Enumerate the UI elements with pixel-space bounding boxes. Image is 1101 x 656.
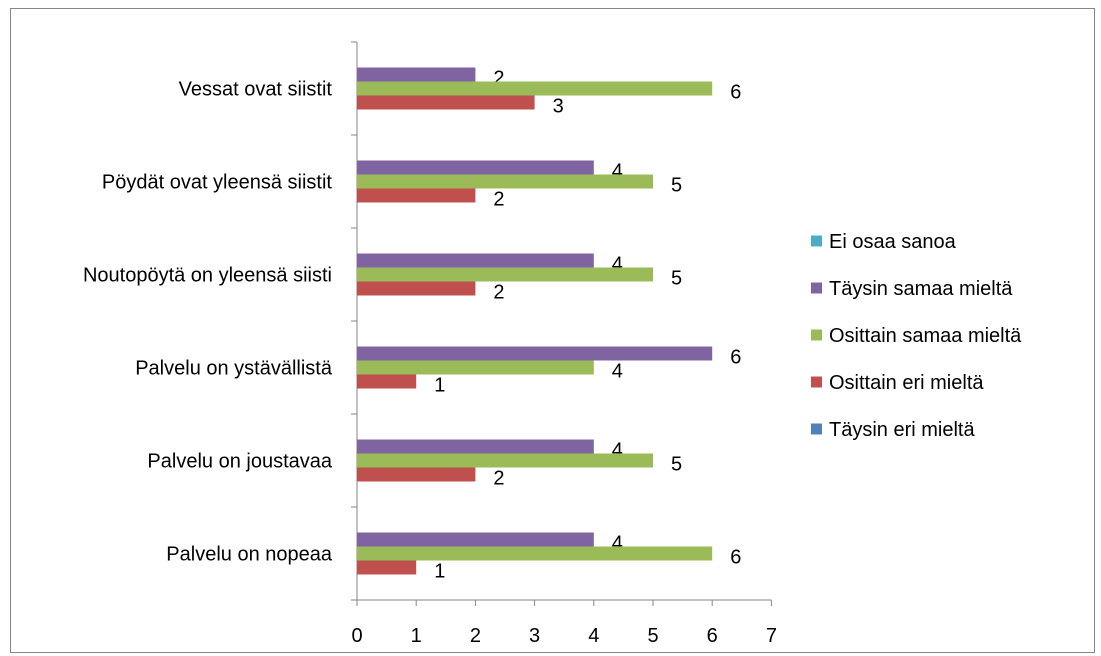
bar-osittain-samaa-mieltä [357,360,594,375]
bar-osittain-samaa-mieltä [357,81,713,96]
data-label: 5 [671,175,682,197]
legend-label: Täysin eri mieltä [829,419,975,441]
bar-täysin-samaa-mieltä [357,439,594,454]
data-label: 1 [434,561,445,583]
category-label: Palvelu on joustavaa [147,451,332,473]
data-label: 3 [553,96,564,118]
category-label: Noutopöytä on yleensä siisti [83,265,332,287]
x-tick-label: 7 [766,625,777,647]
legend-label: Täysin samaa mieltä [829,278,1013,300]
bar-osittain-eri-mieltä [357,374,417,389]
x-tick-label: 4 [588,625,599,647]
data-label: 2 [493,282,504,304]
bar-osittain-eri-mieltä [357,188,476,203]
bar-täysin-samaa-mieltä [357,67,476,82]
bar-osittain-samaa-mieltä [357,174,653,189]
category-label: Vessat ovat siistit [179,79,333,101]
x-tick-label: 5 [647,625,658,647]
legend-swatch [811,282,822,294]
data-label: 4 [612,361,623,383]
x-tick-label: 3 [529,625,540,647]
bar-täysin-samaa-mieltä [357,532,594,547]
category-label: Pöydät ovat yleensä siistit [102,172,333,194]
legend-label: Osittain samaa mieltä [829,325,1022,347]
x-tick-label: 1 [411,625,422,647]
legend-swatch [811,235,822,247]
bar-osittain-eri-mieltä [357,281,476,296]
data-label: 1 [434,375,445,397]
data-label: 2 [493,189,504,211]
data-label: 6 [730,82,741,104]
legend-label: Osittain eri mieltä [829,372,984,394]
x-tick-label: 2 [470,625,481,647]
bar-täysin-samaa-mieltä [357,346,713,361]
bar-osittain-samaa-mieltä [357,267,653,282]
data-label: 6 [730,547,741,569]
bar-osittain-eri-mieltä [357,560,417,575]
x-tick-label: 0 [351,625,362,647]
bar-osittain-eri-mieltä [357,95,535,110]
data-label: 4 [612,533,623,555]
data-label: 4 [612,440,623,462]
data-label: 5 [671,454,682,476]
legend-swatch [811,376,822,388]
category-label: Palvelu on nopeaa [166,544,333,566]
data-label: 6 [730,347,741,369]
legend-swatch [811,329,822,341]
bar-osittain-eri-mieltä [357,467,476,482]
bar-osittain-samaa-mieltä [357,546,713,561]
x-tick-label: 6 [707,625,718,647]
bar-täysin-samaa-mieltä [357,253,594,268]
category-label: Palvelu on ystävällistä [135,358,333,380]
data-label: 4 [612,254,623,276]
data-label: 4 [612,161,623,183]
legend-label: Ei osaa sanoa [829,231,957,253]
data-label: 2 [493,468,504,490]
data-label: 2 [493,68,504,90]
bar-osittain-samaa-mieltä [357,453,653,468]
legend-swatch [811,423,822,435]
bar-täysin-samaa-mieltä [357,160,594,175]
data-label: 5 [671,268,682,290]
